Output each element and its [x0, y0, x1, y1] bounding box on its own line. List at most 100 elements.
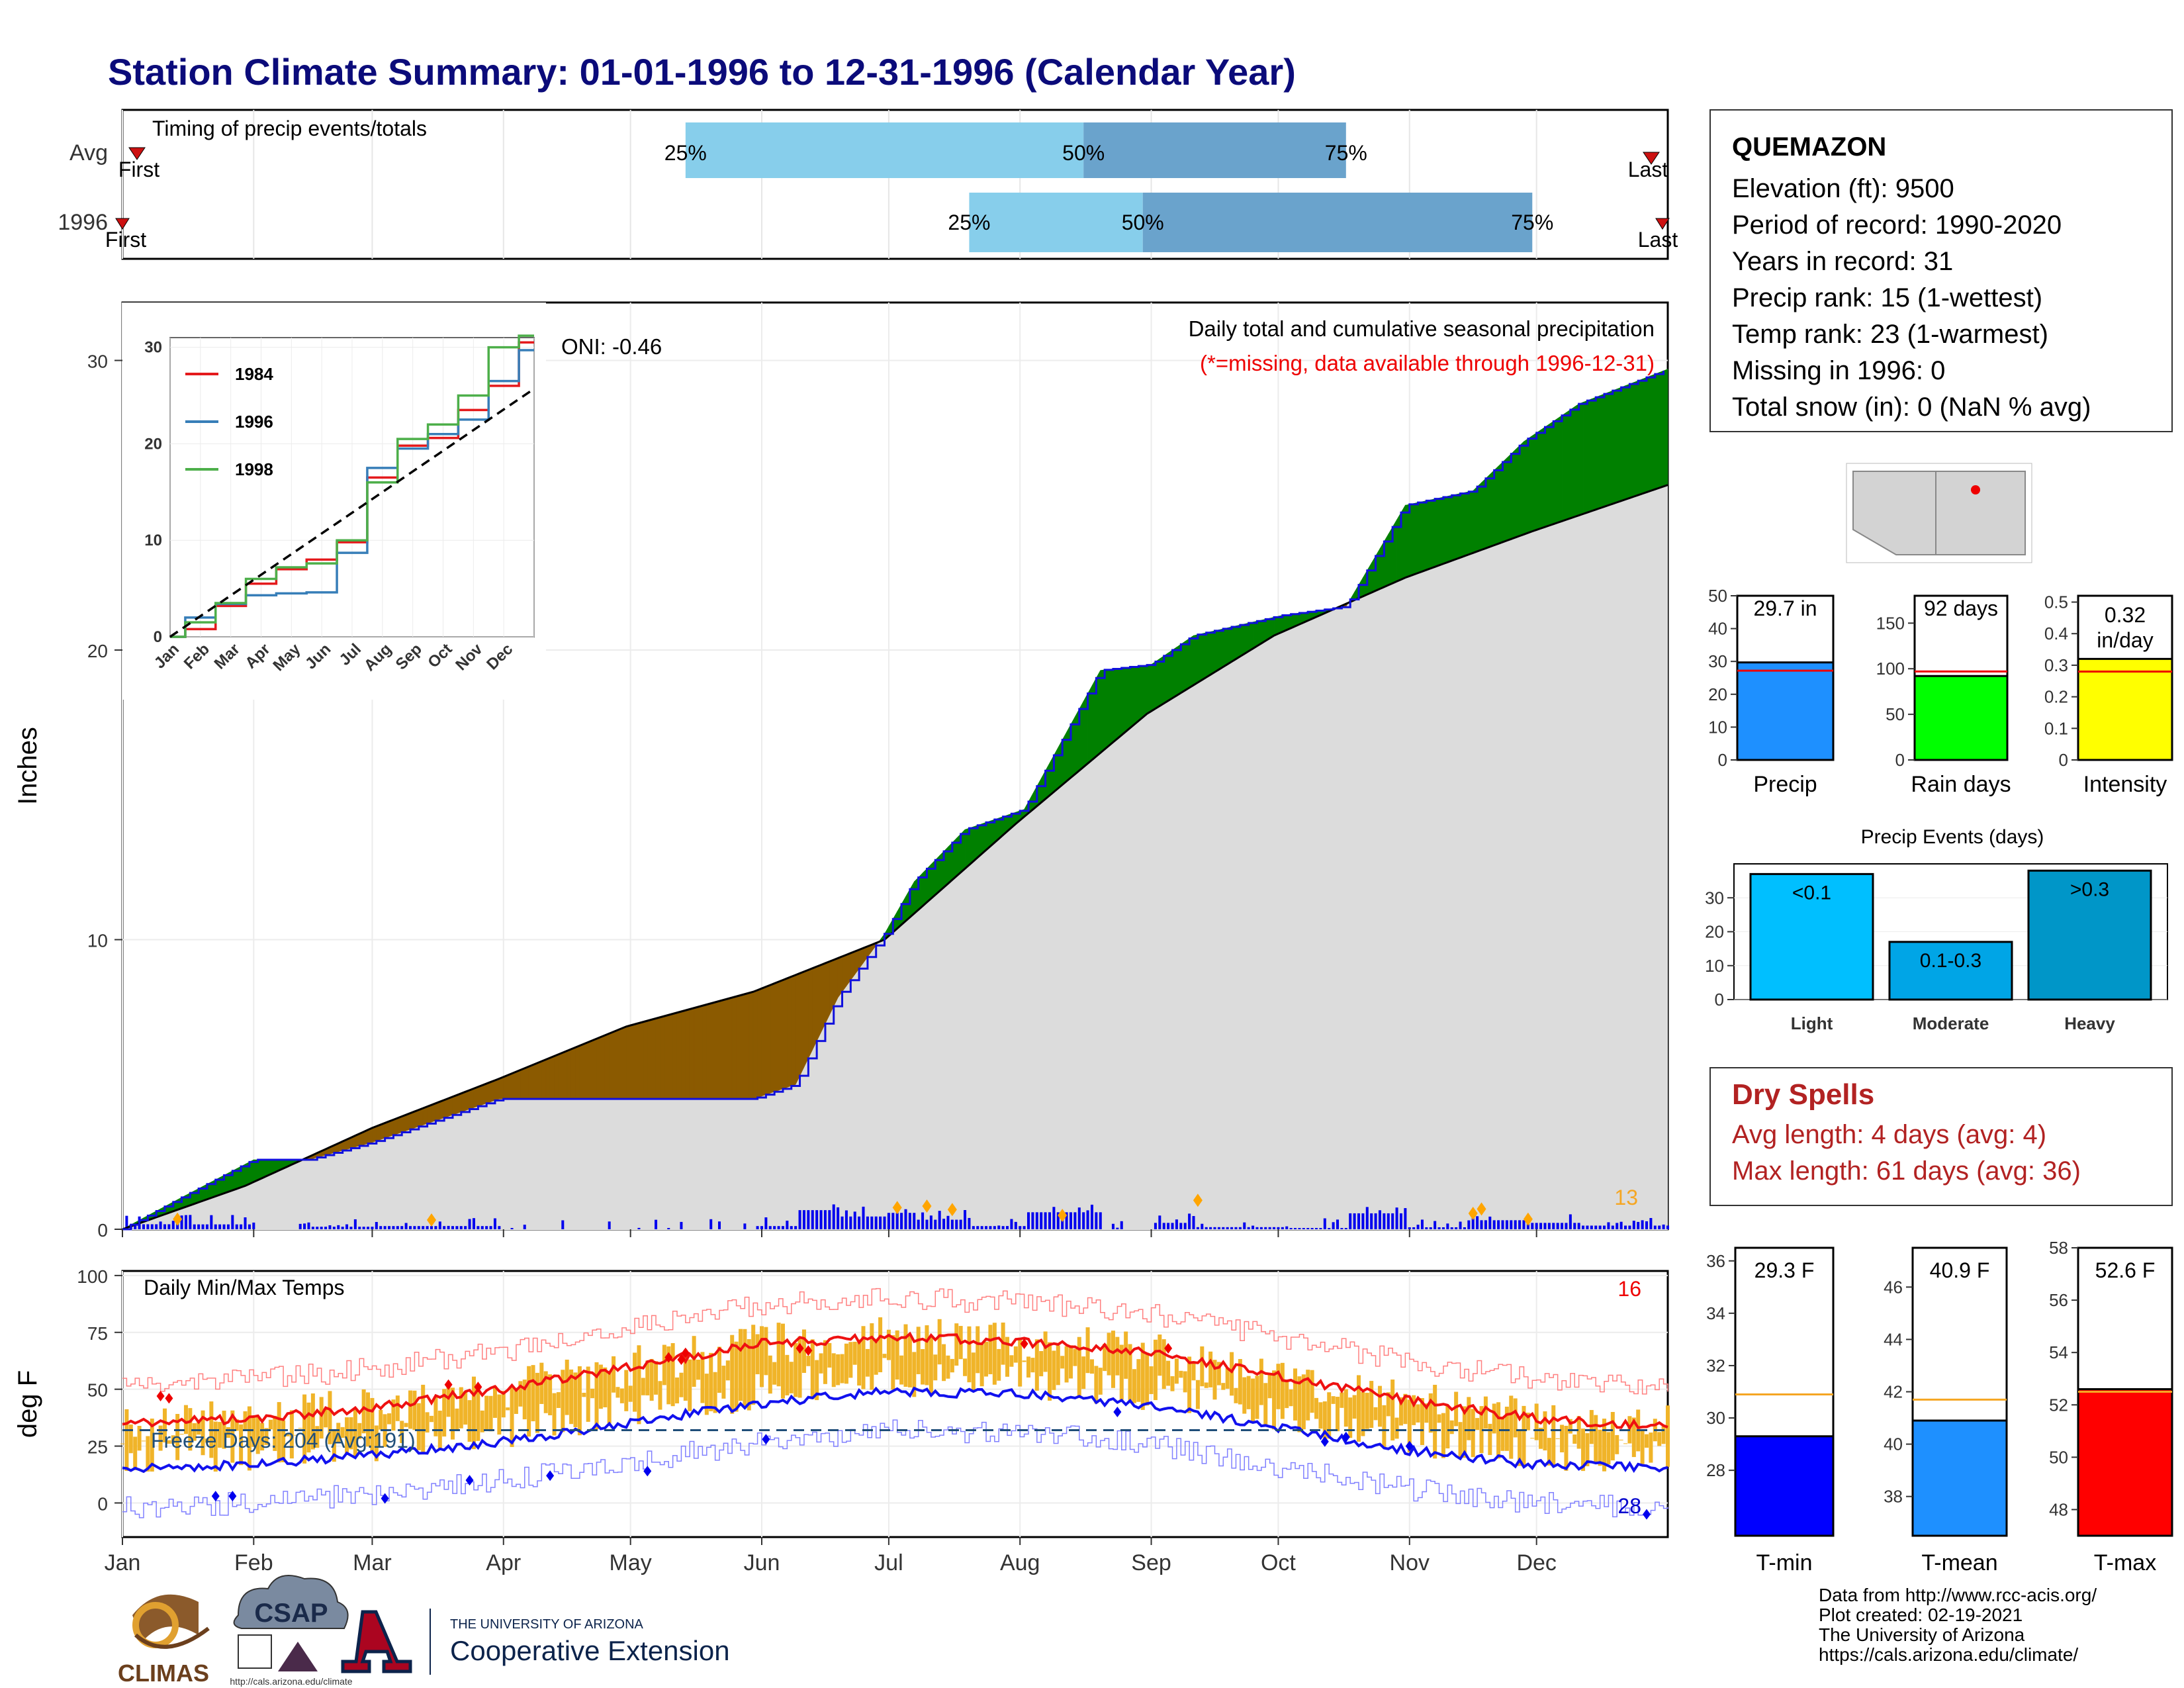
summary-bar-label: Rain days: [1911, 772, 2011, 797]
daily-temp-range-bar: [328, 1391, 332, 1444]
daily-precip-bar: [1010, 1219, 1013, 1229]
summary-bar-precip: [1736, 661, 1835, 761]
daily-temp-range-bar: [463, 1391, 468, 1425]
record-low-marker: [546, 1470, 555, 1481]
daily-precip-bar: [1158, 1215, 1161, 1229]
daily-precip-bar: [303, 1223, 306, 1229]
daily-temp-range-bar: [1052, 1350, 1056, 1390]
precip-departure-slice: [1600, 393, 1605, 509]
daily-precip-bar: [1357, 1213, 1360, 1229]
daily-temp-range-bar: [1352, 1395, 1357, 1419]
precip-departure-slice: [757, 988, 762, 1098]
daily-precip-bar: [1615, 1223, 1619, 1229]
precip-departure-slice: [1578, 402, 1584, 516]
month-label: Jul: [874, 1550, 903, 1575]
precip-departure-slice: [418, 1107, 424, 1127]
daily-precip-bar: [989, 1226, 992, 1229]
daily-temp-range-bar: [976, 1326, 980, 1374]
precip-departure-slice: [1202, 632, 1206, 680]
precip-departure-slice: [808, 968, 813, 1059]
precip-departure-slice: [1443, 496, 1448, 565]
daily-precip-bar: [1154, 1223, 1157, 1229]
daily-temp-range-bar: [1454, 1391, 1459, 1427]
events-bar-label: Light: [1791, 1013, 1833, 1033]
precip-departure-slice: [643, 1020, 648, 1100]
daily-temp-range-bar: [1204, 1382, 1208, 1388]
daily-precip-bar: [1590, 1225, 1593, 1229]
daily-temp-range-bar: [1191, 1362, 1196, 1381]
precip-departure-slice: [570, 1047, 576, 1100]
daily-precip-bar: [392, 1226, 395, 1229]
daily-precip-bar: [184, 1215, 187, 1229]
daily-temp-range-bar: [285, 1433, 290, 1436]
events-bar-moderate: [1888, 941, 2013, 1001]
precip-departure-slice: [1481, 478, 1486, 551]
precip-departure-slice: [842, 954, 847, 993]
daily-temp-range-bar: [1255, 1376, 1259, 1419]
daily-temp-range-bar: [852, 1341, 857, 1365]
daily-temp-range-bar: [154, 1440, 159, 1442]
temp-summary-ytick-label: 58: [2049, 1238, 2068, 1258]
record-high-marker: [1164, 1342, 1173, 1354]
temp-summary-ytick-label: 44: [1884, 1329, 1903, 1349]
daily-temp-range-bar: [230, 1410, 235, 1463]
footer-line-source: Data from http://www.rcc-acis.org/: [1819, 1585, 2097, 1605]
daily-precip-bar: [972, 1226, 975, 1229]
daily-precip-bar: [353, 1219, 357, 1229]
daily-precip-bar: [768, 1226, 772, 1229]
daily-temp-range-bar: [345, 1417, 349, 1454]
daily-precip-bar: [1412, 1227, 1416, 1229]
precip-departure-slice: [787, 976, 792, 1088]
daily-precip-bar: [311, 1227, 314, 1229]
dry-spells-max: Max length: 61 days (avg: 36): [1732, 1156, 2081, 1186]
daily-precip-bar: [1310, 1228, 1314, 1229]
daily-precip-bar: [1378, 1210, 1381, 1229]
precip-departure-slice: [253, 1159, 259, 1183]
precip-departure-slice: [1524, 438, 1529, 535]
daily-precip-bar: [1624, 1225, 1627, 1229]
daily-precip-bar: [756, 1226, 759, 1229]
daily-precip-bar: [218, 1224, 222, 1229]
daily-precip-bar: [341, 1227, 344, 1229]
daily-temp-range-bar: [1048, 1342, 1052, 1401]
events-bar-label: Moderate: [1913, 1013, 1989, 1033]
precip-departure-slice: [973, 825, 978, 862]
daily-temp-range-bar: [984, 1341, 989, 1377]
daily-precip-bar: [1404, 1208, 1407, 1229]
daily-temp-range-bar: [1094, 1366, 1099, 1404]
daily-temp-range-bar: [1441, 1413, 1445, 1458]
daily-precip-bar: [1111, 1223, 1115, 1229]
summary-ytick-label: 10: [1708, 717, 1727, 737]
summary-ytick-label: 100: [1876, 659, 1905, 679]
precip-departure-slice: [385, 1121, 390, 1139]
daily-temp-range-bar: [1416, 1404, 1420, 1423]
summary-bar-intensity: [2077, 657, 2173, 761]
daily-precip-bar: [468, 1219, 471, 1229]
daily-temp-range-bar: [471, 1376, 476, 1450]
precip-departure-slice: [791, 974, 796, 1086]
daily-precip-bar: [210, 1215, 213, 1229]
daily-precip-bar: [1082, 1212, 1085, 1229]
precip-departure-slice: [604, 1033, 610, 1100]
daily-precip-bar: [1658, 1225, 1661, 1229]
daily-temp-range-bar: [1504, 1407, 1509, 1451]
precip-departure-slice: [1595, 395, 1600, 510]
record-low-marker: [381, 1493, 389, 1504]
timing-last-year: Last: [1638, 228, 1678, 252]
precip-departure-slice: [469, 1088, 475, 1109]
daily-temp-range-bar: [1103, 1344, 1107, 1372]
daily-precip-bar: [1459, 1221, 1462, 1229]
daily-temp-range-bar: [302, 1394, 307, 1464]
observed-cumulative-line: [122, 371, 1665, 1231]
daily-precip-bar: [1510, 1220, 1513, 1229]
precip-departure-slice: [664, 1014, 669, 1100]
precip-departure-slice: [1473, 486, 1478, 553]
daily-temp-range-bar: [1568, 1419, 1572, 1434]
daily-precip-bar: [921, 1212, 925, 1229]
daily-temp-range-bar: [1398, 1397, 1403, 1426]
daily-temp-range-bar: [768, 1355, 772, 1394]
daily-precip-bar: [1637, 1221, 1640, 1229]
daily-precip-bar: [328, 1225, 332, 1229]
daily-temp-range-bar: [158, 1425, 163, 1451]
precip-departure-slice: [524, 1066, 529, 1100]
